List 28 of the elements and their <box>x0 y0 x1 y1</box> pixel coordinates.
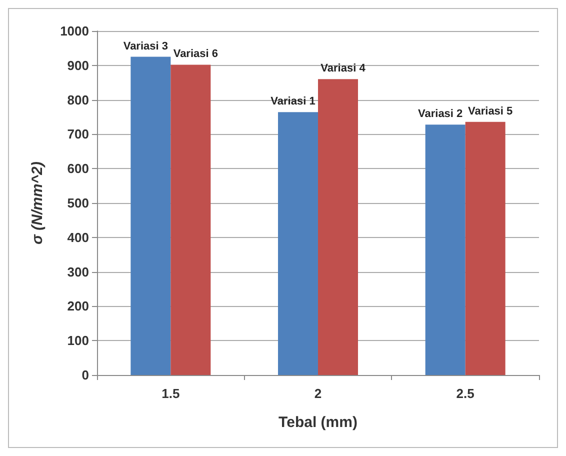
data-label: Variasi 6 <box>173 48 218 60</box>
data-label: Variasi 5 <box>468 105 513 118</box>
y-tick-label: 700 <box>67 126 89 142</box>
y-tick-label: 400 <box>67 230 89 245</box>
y-tick-label: 800 <box>67 92 89 108</box>
data-label: Variasi 3 <box>123 40 168 52</box>
y-axis-title: σ (N/mm^2) <box>29 162 46 244</box>
data-label: Variasi 1 <box>270 96 316 108</box>
bar <box>465 122 506 375</box>
data-label: Variasi 4 <box>320 62 366 75</box>
bar <box>130 56 171 375</box>
y-tick-label: 100 <box>67 333 89 348</box>
y-tick-label: 900 <box>67 58 89 73</box>
x-tick-label: 2.5 <box>456 386 474 401</box>
y-tick-label: 1000 <box>60 24 89 38</box>
y-tick-label: 200 <box>67 298 89 314</box>
bar <box>278 112 318 375</box>
x-axis-title: Tebal (mm) <box>278 414 358 431</box>
x-tick-label: 1.5 <box>162 386 180 401</box>
y-tick-label: 500 <box>67 196 89 210</box>
x-tick-label: 2 <box>314 386 322 401</box>
y-tick-label: 300 <box>67 264 89 280</box>
y-tick-label: 600 <box>67 161 89 176</box>
data-label: Variasi 2 <box>418 108 463 120</box>
bar <box>425 124 466 375</box>
y-tick-label: 0 <box>82 368 89 382</box>
bar <box>170 64 211 375</box>
bar <box>318 79 358 375</box>
